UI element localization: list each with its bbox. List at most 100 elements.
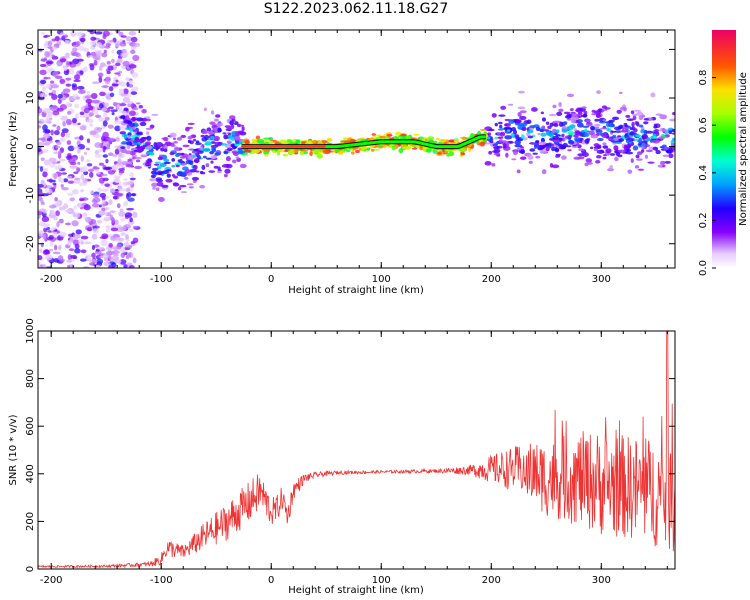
spectrogram-speckle xyxy=(49,204,57,209)
spectrogram-cell xyxy=(185,126,190,132)
spectrogram-speckle xyxy=(79,37,86,43)
spectrogram-speckle xyxy=(88,112,94,117)
spectrogram-speckle xyxy=(65,131,71,139)
spectrogram-speckle xyxy=(103,102,109,107)
spectrogram-cell xyxy=(500,105,507,110)
spectrogram-speckle xyxy=(38,137,46,141)
spectrogram-speckle xyxy=(130,91,138,95)
spectrogram-speckle xyxy=(70,254,77,259)
spectrogram-cell xyxy=(324,149,331,154)
spectrogram-speckle xyxy=(129,110,136,117)
spectrogram-speckle xyxy=(56,161,61,164)
spectrogram-speckle xyxy=(105,250,113,256)
spectrogram-speckle xyxy=(125,192,129,200)
spectrogram-cell xyxy=(453,138,460,143)
spectrogram-speckle xyxy=(95,51,102,57)
spectrogram-cell xyxy=(643,118,649,121)
spectrogram-speckle xyxy=(105,42,112,47)
spectrogram-cell xyxy=(526,129,534,134)
spectrogram-cell xyxy=(596,90,601,95)
spectrogram-cell xyxy=(419,145,423,151)
spectrogram-cell xyxy=(607,120,614,124)
spectrogram-cell xyxy=(574,130,581,136)
spectrogram-speckle xyxy=(129,177,136,181)
spectrogram-cell xyxy=(201,136,208,142)
spectrogram-cell xyxy=(316,153,324,159)
spectrogram-cell xyxy=(552,135,559,140)
spectrogram-cell xyxy=(633,138,640,141)
spectrogram-speckle xyxy=(73,146,80,150)
spectrogram-speckle xyxy=(72,212,76,218)
spectrogram-speckle xyxy=(87,55,94,58)
spectrogram-speckle xyxy=(87,168,95,173)
spectrogram-peak xyxy=(319,145,326,148)
spectrogram-cell xyxy=(541,117,546,122)
spectrogram-cell xyxy=(661,133,665,137)
spectrogram-cell xyxy=(609,165,613,169)
spectrogram-cell xyxy=(134,165,142,170)
spectrogram-speckle xyxy=(98,246,105,251)
spectrogram-speckle xyxy=(67,180,75,184)
spectrogram-cell xyxy=(195,170,200,173)
spectrogram-speckle xyxy=(39,69,47,75)
spectrogram-cell xyxy=(626,118,635,121)
spectrogram-speckle xyxy=(85,216,92,223)
spectrogram-cell xyxy=(652,139,661,144)
spectrogram-speckle xyxy=(109,92,115,98)
spectrogram-speckle xyxy=(72,117,77,124)
spectrogram-cell xyxy=(494,136,498,140)
spectrogram-cell xyxy=(632,145,639,151)
spectrogram-speckle xyxy=(120,93,128,97)
spectrogram-cell xyxy=(151,113,159,116)
spectrogram-speckle xyxy=(51,226,57,231)
spectrogram-peak xyxy=(240,145,247,148)
spectrogram-speckle xyxy=(45,84,51,89)
spectrogram-cell xyxy=(216,170,222,174)
spectrogram-cell xyxy=(187,139,192,144)
spectrogram-cell xyxy=(545,121,550,125)
spectrogram-cell xyxy=(607,128,612,132)
colorbar: 0.0 0.2 0.4 0.6 0.8 Normalized spectral ampl… xyxy=(698,30,749,276)
spectrogram-cell xyxy=(578,148,585,151)
spectrogram-cell xyxy=(136,131,140,136)
spectrogram-speckle xyxy=(111,49,115,54)
spectrogram-speckle xyxy=(58,150,62,156)
spectrogram-cell xyxy=(173,141,178,144)
spectrogram-cell xyxy=(182,144,190,148)
spectrogram-speckle xyxy=(112,101,117,107)
spectrogram-cell xyxy=(630,158,634,163)
spectrogram-speckle xyxy=(42,234,46,240)
spectrogram-speckle xyxy=(69,165,78,169)
spectrogram-y-ticks: -20 -10 0 10 20 xyxy=(25,43,675,252)
spectrogram-cell xyxy=(130,135,137,138)
y-tick-label: 20 xyxy=(25,43,36,56)
spectrogram-speckle xyxy=(92,197,101,203)
spectrogram-speckle xyxy=(114,41,120,48)
spectrogram-speckle xyxy=(40,157,45,161)
spectrogram-speckle xyxy=(60,115,69,121)
spectrogram-cell xyxy=(641,114,646,118)
spectrogram-speckle xyxy=(129,265,135,268)
spectrogram-cell xyxy=(591,113,597,116)
spectrogram-speckle xyxy=(99,103,104,109)
spectrogram-speckle xyxy=(50,129,54,136)
spectrogram-peak xyxy=(253,145,260,148)
spectrogram-speckle xyxy=(67,110,72,115)
spectrogram-speckle xyxy=(114,119,122,125)
spectrogram-cell xyxy=(595,160,601,164)
spectrogram-cell xyxy=(252,148,261,154)
spectrogram-speckle xyxy=(95,264,101,268)
spectrogram-speckle xyxy=(77,85,85,90)
spectrogram-speckle xyxy=(85,159,91,163)
spectrogram-cell xyxy=(127,135,131,139)
spectrogram-cell xyxy=(512,150,519,156)
spectrogram-cell xyxy=(202,148,211,152)
spectrogram-speckle xyxy=(66,155,73,161)
spectrogram-speckle xyxy=(123,178,128,181)
spectrogram-cell xyxy=(268,136,274,141)
spectrogram-cell xyxy=(477,130,481,136)
spectrogram-cell xyxy=(584,138,590,144)
spectrogram-cell xyxy=(334,149,340,153)
spectrogram-cell xyxy=(152,186,157,190)
spectrogram-speckle xyxy=(92,167,100,170)
